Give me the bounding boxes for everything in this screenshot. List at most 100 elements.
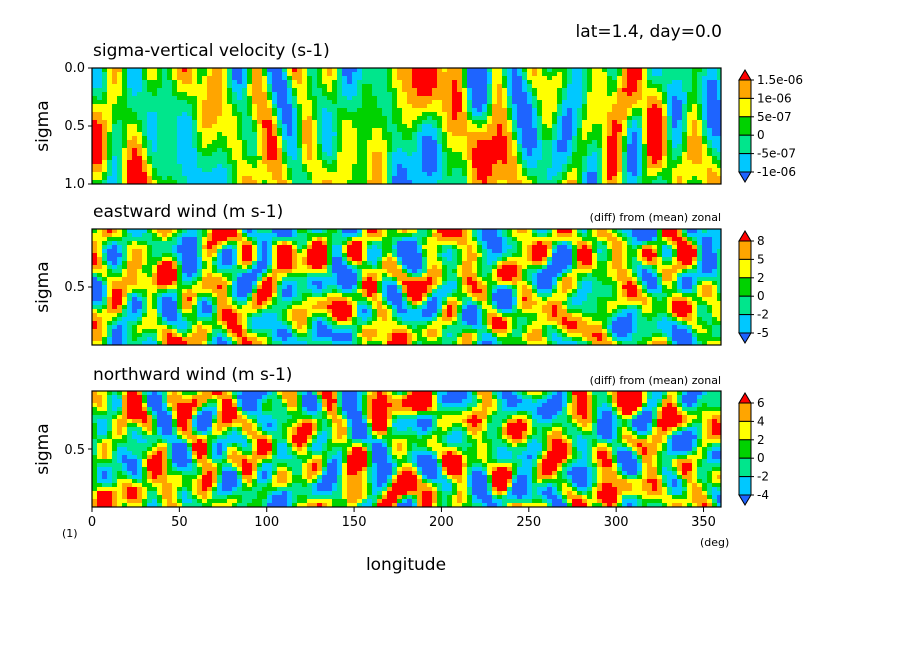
contour-cell: [432, 136, 438, 141]
contour-cell: [112, 144, 118, 149]
contour-cell: [567, 160, 573, 165]
contour-cell: [262, 265, 268, 270]
contour-cell: [357, 104, 363, 109]
contour-cell: [592, 120, 598, 125]
contour-cell: [467, 249, 473, 254]
contour-cell: [122, 269, 128, 274]
contour-cell: [627, 249, 633, 254]
contour-cell: [627, 176, 633, 181]
contour-cell: [667, 160, 673, 165]
contour-cell: [532, 237, 538, 242]
contour-cell: [232, 76, 238, 81]
contour-cell: [412, 172, 418, 177]
contour-cell: [252, 112, 258, 117]
contour-cell: [312, 120, 318, 125]
contour-cell: [217, 72, 223, 77]
contour-cell: [142, 265, 148, 270]
contour-cell: [482, 116, 488, 121]
contour-cell: [342, 104, 348, 109]
contour-cell: [307, 229, 313, 234]
contour-cell: [262, 72, 268, 77]
panel-subtitle: (diff) from (mean) zonal: [590, 211, 721, 224]
contour-cell: [197, 249, 203, 254]
contour-cell: [337, 96, 343, 101]
contour-cell: [182, 180, 188, 185]
contour-cell: [357, 229, 363, 234]
contour-cell: [617, 265, 623, 270]
contour-cell: [267, 164, 273, 169]
contour-cell: [447, 180, 453, 185]
contour-cell: [427, 80, 433, 85]
contour-cell: [292, 176, 298, 181]
contour-cell: [577, 180, 583, 185]
contour-cell: [277, 136, 283, 141]
contour-cell: [577, 120, 583, 125]
contour-cell: [377, 100, 383, 105]
contour-cell: [402, 164, 408, 169]
contour-cell: [272, 148, 278, 153]
contour-cell: [312, 172, 318, 177]
contour-cell: [552, 160, 558, 165]
contour-cell: [272, 229, 278, 234]
contour-cell: [237, 156, 243, 161]
contour-cell: [92, 148, 98, 153]
contour-cell: [302, 261, 308, 266]
contour-cell: [257, 144, 263, 149]
contour-cell: [112, 68, 118, 73]
contour-cell: [407, 265, 413, 270]
contour-cell: [502, 148, 508, 153]
contour-cell: [607, 116, 613, 121]
contour-cell: [402, 265, 408, 270]
contour-cell: [132, 72, 138, 77]
contour-cell: [547, 76, 553, 81]
contour-cell: [712, 96, 718, 101]
contour-cell: [392, 128, 398, 133]
contour-cell: [282, 233, 288, 238]
contour-cell: [572, 88, 578, 93]
contour-cell: [232, 68, 238, 73]
contour-cell: [407, 164, 413, 169]
contour-cell: [407, 144, 413, 149]
contour-cell: [627, 172, 633, 177]
contour-cell: [667, 245, 673, 250]
contour-cell: [217, 76, 223, 81]
contour-cell: [282, 229, 288, 234]
contour-cell: [582, 233, 588, 238]
contour-cell: [457, 112, 463, 117]
contour-cell: [472, 265, 478, 270]
contour-cell: [482, 84, 488, 89]
contour-cell: [117, 68, 123, 73]
contour-cell: [557, 68, 563, 73]
contour-cell: [607, 160, 613, 165]
contour-cell: [682, 76, 688, 81]
contour-cell: [237, 241, 243, 246]
contour-cell: [92, 164, 98, 169]
contour-cell: [117, 88, 123, 93]
contour-cell: [122, 108, 128, 113]
contour-cell: [602, 148, 608, 153]
contour-cell: [442, 96, 448, 101]
contour-cell: [662, 180, 668, 185]
contour-cell: [432, 160, 438, 165]
contour-cell: [337, 160, 343, 165]
contour-cell: [662, 265, 668, 270]
contour-cell: [542, 249, 548, 254]
contour-cell: [342, 84, 348, 89]
contour-cell: [332, 229, 338, 234]
contour-cell: [212, 261, 218, 266]
contour-cell: [207, 172, 213, 177]
contour-cell: [692, 233, 698, 238]
contour-cell: [472, 124, 478, 129]
contour-cell: [522, 237, 528, 242]
contour-cell: [192, 261, 198, 266]
contour-cell: [612, 72, 618, 77]
contour-cell: [227, 140, 233, 145]
contour-cell: [342, 168, 348, 173]
contour-cell: [342, 136, 348, 141]
contour-cell: [307, 249, 313, 254]
contour-cell: [247, 164, 253, 169]
contour-cell: [257, 233, 263, 238]
contour-cell: [312, 100, 318, 105]
contour-cell: [702, 168, 708, 173]
colorbar-label: -1e-06: [757, 165, 796, 179]
